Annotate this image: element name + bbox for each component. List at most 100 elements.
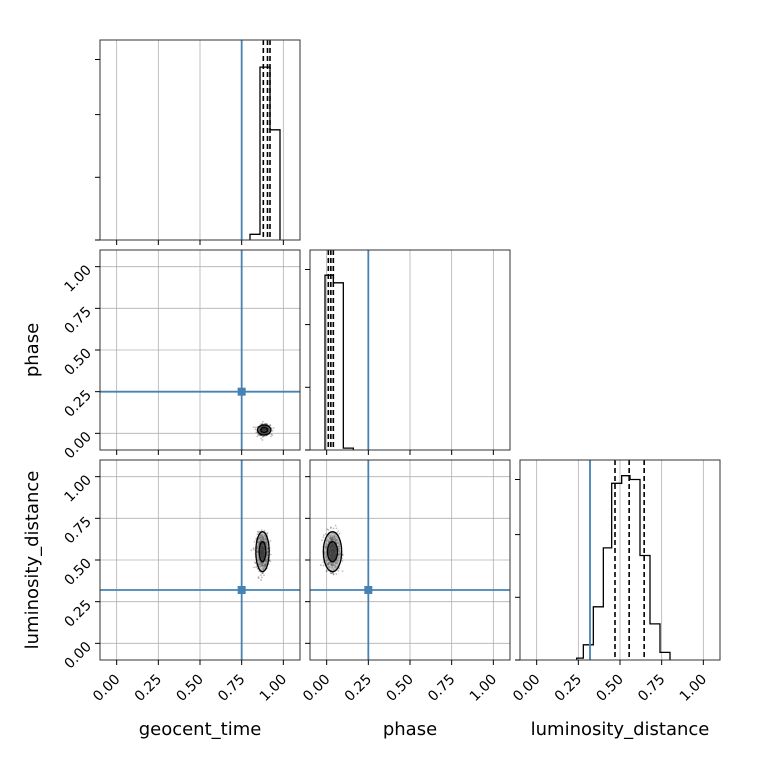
- sample-point: [269, 424, 272, 427]
- x-tick-label: 0.00: [300, 672, 333, 705]
- marginal-histogram-luminosity_distance: [576, 475, 671, 660]
- sample-point: [260, 434, 262, 437]
- x-tick-label: 0.25: [342, 672, 375, 705]
- y-axis-label-luminosity_distance: luminosity_distance: [22, 471, 43, 650]
- sample-point: [254, 426, 257, 429]
- x-tick-label: 0.00: [90, 672, 123, 705]
- sample-point: [257, 576, 260, 578]
- truth-marker: [364, 586, 373, 594]
- truth-marker: [237, 586, 246, 594]
- y-axis-label-phase: phase: [22, 323, 43, 377]
- sample-point: [256, 530, 259, 533]
- sample-point: [330, 572, 333, 575]
- x-axis-label-phase: phase: [383, 719, 437, 740]
- grid-lines: [116, 40, 284, 240]
- x-axis-label-geocent_time: geocent_time: [139, 719, 262, 740]
- sample-point: [324, 533, 327, 535]
- sample-point: [254, 562, 257, 565]
- sample-point: [325, 570, 328, 573]
- sample-point: [322, 564, 325, 567]
- x-tick-label: 0.75: [215, 672, 248, 705]
- sample-point: [258, 530, 261, 533]
- x-tick-label: 0.00: [510, 672, 543, 705]
- sample-point: [255, 566, 257, 569]
- sample-point: [335, 527, 338, 530]
- sample-point: [334, 524, 337, 527]
- x-tick-label: 0.25: [552, 672, 585, 705]
- x-tick-label: 0.25: [132, 672, 165, 705]
- x-tick-label: 1.00: [677, 672, 710, 705]
- y-tick-label: 0.75: [61, 304, 94, 337]
- sample-point: [252, 426, 255, 429]
- sample-point: [254, 428, 257, 431]
- sample-point: [263, 529, 266, 532]
- sample-point: [323, 534, 325, 537]
- sample-point: [330, 526, 332, 529]
- sample-point: [254, 561, 256, 564]
- sample-point: [261, 422, 264, 425]
- density-contour: [260, 426, 269, 434]
- sample-point: [335, 573, 338, 576]
- sample-point: [260, 579, 263, 581]
- x-tick-label: 0.75: [425, 672, 458, 705]
- sample-point: [341, 554, 344, 557]
- sample-point: [257, 577, 260, 579]
- sample-point: [261, 439, 264, 441]
- sample-point: [256, 533, 259, 536]
- y-tick-label: 0.50: [61, 346, 94, 379]
- density-contour: [326, 541, 339, 563]
- sample-point: [261, 572, 264, 574]
- grid-lines: [326, 250, 494, 450]
- x-tick-label: 1.00: [467, 672, 500, 705]
- y-tick-label: 1.00: [61, 262, 94, 295]
- sample-point: [325, 569, 328, 572]
- sample-point: [256, 435, 259, 438]
- sample-point: [260, 574, 262, 577]
- sample-point: [260, 437, 262, 440]
- sample-point: [262, 572, 264, 575]
- y-tick-label: 0.00: [61, 429, 94, 462]
- truth-marker: [237, 387, 246, 396]
- sample-point: [341, 570, 344, 573]
- y-tick-label: 0.25: [61, 387, 94, 420]
- x-axis-label-luminosity_distance: luminosity_distance: [531, 719, 710, 740]
- sample-point: [252, 548, 255, 551]
- sample-point: [270, 433, 273, 436]
- sample-point: [262, 435, 264, 438]
- x-tick-label: 1.00: [257, 672, 290, 705]
- x-tick-label: 0.50: [173, 672, 206, 705]
- sample-point: [269, 553, 272, 556]
- sample-point: [271, 429, 274, 432]
- density-contour: [258, 541, 267, 563]
- sample-point: [341, 560, 344, 562]
- sample-point: [250, 549, 253, 552]
- sample-point: [332, 573, 335, 575]
- sample-point: [260, 529, 263, 531]
- grid-lines: [536, 460, 704, 660]
- sample-point: [337, 570, 340, 572]
- sample-point: [269, 539, 272, 542]
- y-tick-label: 0.75: [61, 514, 94, 547]
- sample-point: [263, 574, 265, 577]
- sample-point: [321, 539, 323, 542]
- marginal-histogram-phase: [324, 274, 354, 450]
- sample-point: [327, 529, 330, 531]
- sample-point: [322, 561, 325, 564]
- sample-point: [332, 573, 335, 576]
- sample-point: [253, 566, 255, 569]
- density-contour: [255, 531, 270, 573]
- x-tick-label: 0.75: [635, 672, 668, 705]
- sample-point: [252, 547, 255, 550]
- density-contour: [256, 424, 272, 436]
- y-tick-label: 0.25: [61, 597, 94, 630]
- sample-point: [253, 541, 256, 543]
- sample-point: [319, 564, 322, 567]
- density-contour: [322, 531, 343, 573]
- sample-point: [332, 527, 335, 530]
- y-tick-label: 0.50: [61, 556, 94, 589]
- sample-point: [266, 532, 269, 535]
- sample-point: [326, 528, 329, 531]
- sample-point: [257, 532, 260, 534]
- sample-point: [261, 576, 263, 579]
- sample-point: [269, 560, 272, 563]
